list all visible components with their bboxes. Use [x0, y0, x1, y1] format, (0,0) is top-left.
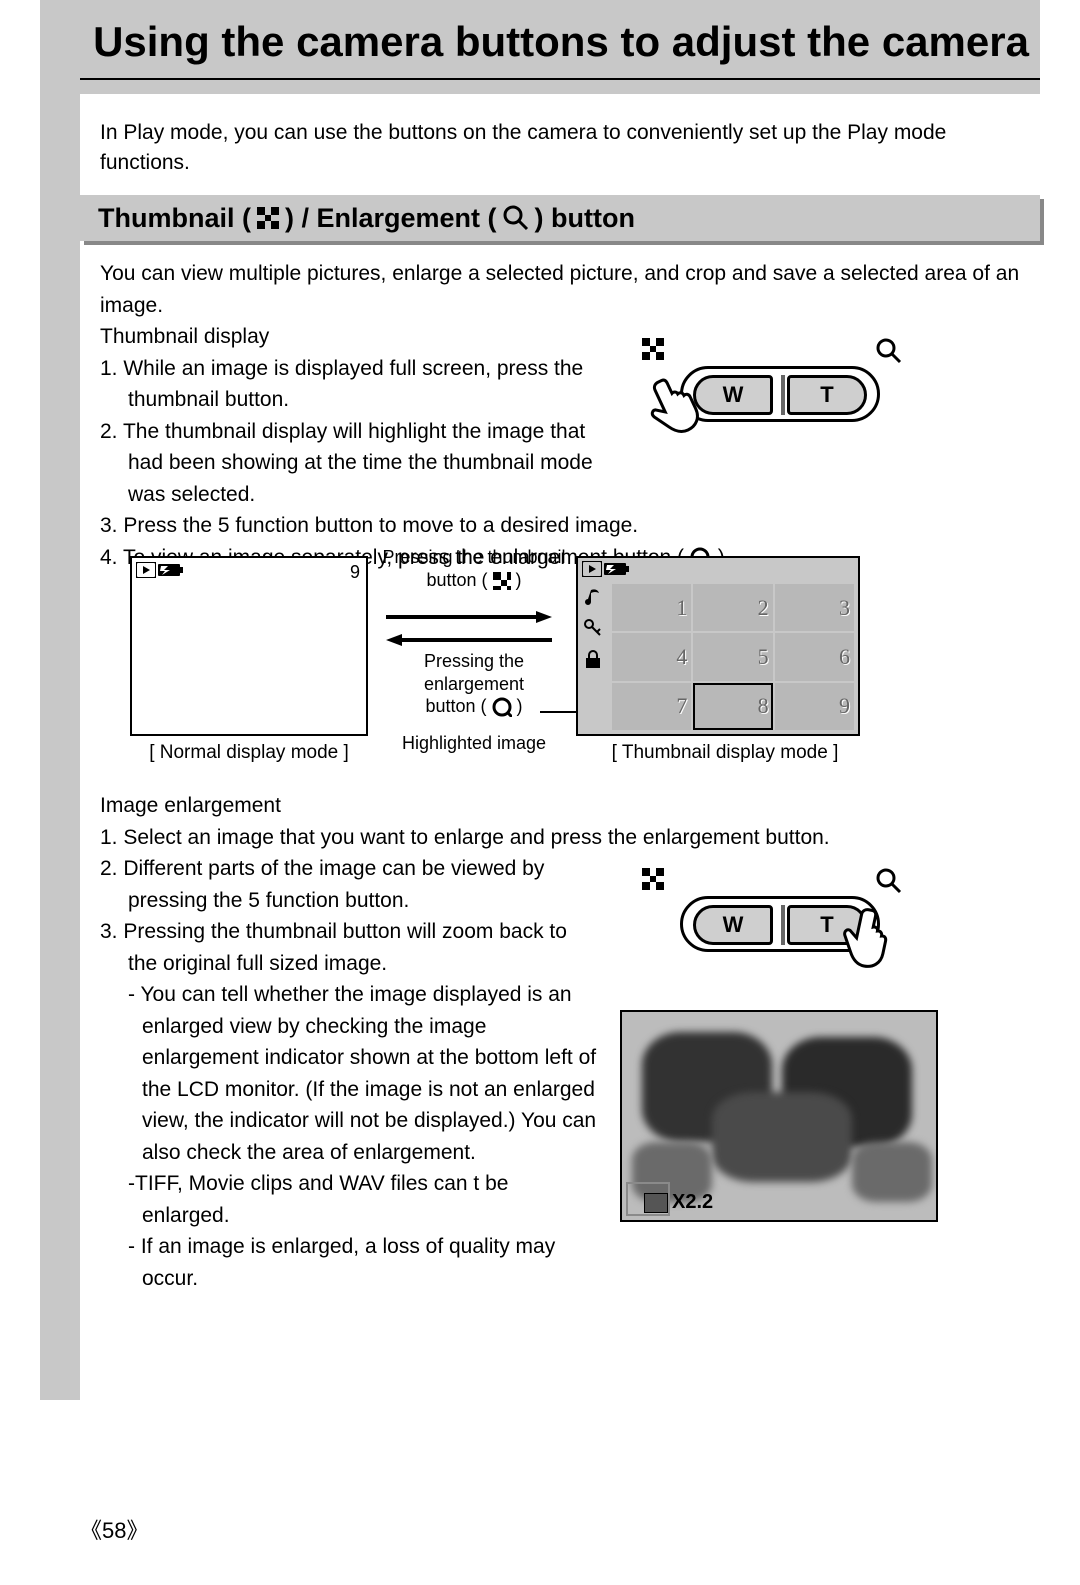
- enl-step-1: 1. Select an image that you want to enla…: [100, 822, 1040, 854]
- enl-step-2: 2. Different parts of the image can be v…: [100, 853, 600, 916]
- thumb-cell-selected: 8: [693, 683, 772, 730]
- highlighted-label: Highlighted image: [376, 732, 572, 755]
- left-band: [40, 0, 80, 1400]
- lock-icon: [584, 650, 602, 675]
- play-icon: [582, 561, 602, 582]
- enl-bullet-1: - You can tell whether the image display…: [100, 979, 600, 1168]
- thumbnail-icon: [257, 207, 279, 229]
- page-number: 《58》: [80, 1513, 149, 1545]
- section-mid: ) / Enlargement (: [285, 203, 497, 234]
- thumb-cell: 6: [775, 633, 854, 680]
- wide-button: W: [693, 905, 773, 945]
- normal-display-screen: 9: [130, 556, 368, 736]
- thumb-caption: [ Thumbnail display mode ]: [606, 742, 844, 764]
- enl-heading: Image enlargement: [100, 790, 1040, 822]
- magnifier-icon: [503, 205, 529, 231]
- thumb-cell: 4: [612, 633, 691, 680]
- magnifier-icon: [876, 868, 902, 899]
- tele-button: T: [787, 375, 867, 415]
- thumb-step-2: 2. The thumbnail display will highlight …: [100, 416, 600, 511]
- key-icon: [584, 619, 602, 642]
- thumb-step-1: 1. While an image is displayed full scre…: [100, 353, 600, 416]
- thumbnail-icon: [642, 868, 664, 895]
- thumb-cell: 5: [693, 633, 772, 680]
- magnifier-icon: [876, 338, 902, 369]
- thumb-cell: 3: [775, 584, 854, 631]
- enl-bullet-3: - If an image is enlarged, a loss of qua…: [100, 1231, 600, 1294]
- battery-icon: [604, 562, 630, 581]
- title-underline: [80, 78, 1040, 80]
- thumb-cell: 7: [612, 683, 691, 730]
- thumb-cell: 9: [775, 683, 854, 730]
- play-icon: [136, 562, 156, 583]
- enl-bullet-2: -TIFF, Movie clips and WAV files can t b…: [100, 1168, 600, 1231]
- arrow-right-icon: [386, 611, 562, 623]
- section-suffix: ) button: [535, 203, 635, 234]
- thumbnail-icon: [642, 338, 664, 365]
- image-counter: 9: [350, 562, 360, 583]
- intro-text: In Play mode, you can use the buttons on…: [100, 118, 1005, 179]
- thumbnail-icon: [493, 572, 511, 590]
- thumbnail-grid: 1 2 3 4 5 6 7 8 9: [612, 584, 854, 730]
- wt-button-press-t: W T: [620, 876, 900, 966]
- press-enlarge-label: Pressing the enlargement button ( ): [376, 650, 572, 718]
- press-thumb-label: Pressing the thumbnail button ( ): [376, 546, 572, 591]
- enl-step-3: 3. Pressing the thumbnail button will zo…: [100, 916, 600, 979]
- thumbnail-display-screen: 1 2 3 4 5 6 7 8 9: [576, 556, 860, 736]
- zoom-indicator: X2.2: [644, 1191, 713, 1214]
- thumb-step-3: 3. Press the 5 function button to move t…: [100, 510, 1040, 542]
- wt-button-press-w: W T: [620, 346, 900, 436]
- arrow-left-icon: [386, 634, 562, 646]
- battery-icon: [158, 563, 184, 582]
- thumb-cell: 2: [693, 584, 772, 631]
- normal-caption: [ Normal display mode ]: [130, 742, 368, 764]
- enlarged-preview: X2.2: [620, 1010, 938, 1222]
- page-title: Using the camera buttons to adjust the c…: [82, 18, 1040, 66]
- thumb-lead: You can view multiple pictures, enlarge …: [100, 258, 1040, 321]
- music-icon: [585, 588, 601, 611]
- section-header: Thumbnail ( ) / Enlargement ( ) button: [80, 195, 1040, 241]
- magnifier-icon: [492, 697, 512, 717]
- hand-icon: [825, 895, 908, 978]
- thumb-cell: 1: [612, 584, 691, 631]
- mode-diagram: 9 [ Normal display mode ] Pressing the t…: [130, 556, 1000, 786]
- section-prefix: Thumbnail (: [98, 203, 251, 234]
